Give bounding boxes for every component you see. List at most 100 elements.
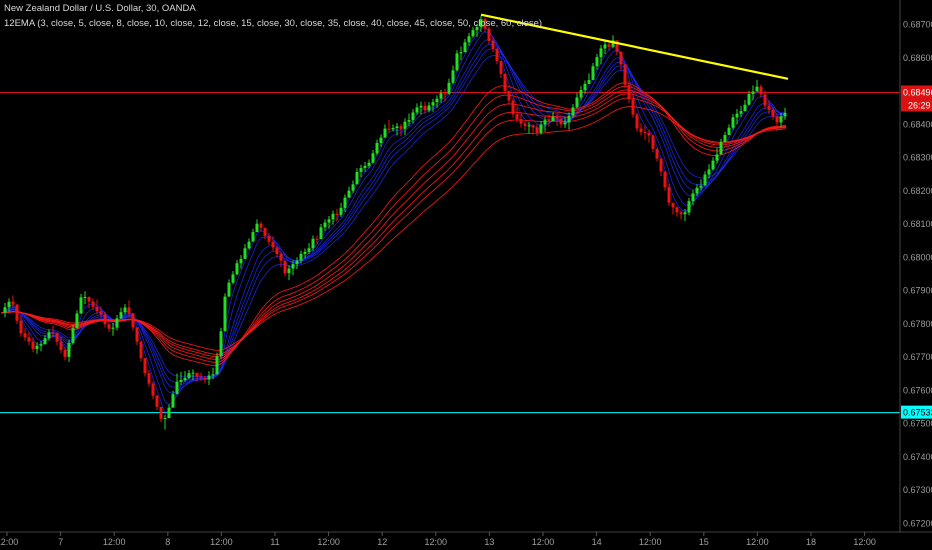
candle-down bbox=[679, 212, 683, 215]
candle-up bbox=[739, 111, 743, 114]
candle-down bbox=[771, 109, 775, 117]
candle-up bbox=[703, 174, 707, 186]
candle-up bbox=[307, 248, 311, 252]
candle-up bbox=[467, 36, 471, 43]
candle-down bbox=[423, 105, 427, 111]
resistance-trendline[interactable] bbox=[480, 13, 789, 80]
x-tick-label: 15 bbox=[699, 537, 709, 547]
candle-down bbox=[495, 48, 499, 61]
candle-down bbox=[759, 86, 763, 95]
current-price-text: 0.68496 bbox=[903, 87, 932, 97]
candle-up bbox=[47, 332, 51, 339]
candle-down bbox=[619, 51, 623, 65]
candle-up bbox=[451, 70, 455, 83]
candle-down bbox=[667, 187, 671, 203]
candle-up bbox=[163, 418, 167, 420]
candle-down bbox=[643, 132, 647, 134]
candle-up bbox=[551, 116, 555, 122]
candle-up bbox=[371, 153, 375, 163]
candle-up bbox=[295, 260, 299, 265]
price-badges: 0.68496 26:29 0.67533 bbox=[901, 85, 932, 419]
candle-down bbox=[635, 114, 639, 129]
candle-down bbox=[623, 64, 627, 85]
candle-down bbox=[335, 213, 339, 215]
candle-down bbox=[547, 120, 551, 122]
candle-up bbox=[243, 248, 247, 259]
candle-up bbox=[251, 232, 255, 242]
candle-up bbox=[343, 197, 347, 208]
candle-up bbox=[211, 374, 215, 376]
x-tick-label: 12:00 bbox=[746, 537, 769, 547]
candle-up bbox=[75, 313, 79, 329]
candle-down bbox=[159, 406, 163, 419]
candle-up bbox=[167, 407, 171, 419]
candle-up bbox=[355, 172, 359, 185]
x-tick-label: 12:00 bbox=[532, 537, 555, 547]
candle-up bbox=[707, 169, 711, 175]
candle-down bbox=[91, 301, 95, 307]
y-tick-label: 0.67200 bbox=[903, 518, 932, 528]
candle-up bbox=[611, 40, 615, 47]
x-tick-label: 12:00 bbox=[425, 537, 448, 547]
candle-up bbox=[779, 116, 783, 123]
time-axis[interactable]: 12:00 7 12:00 8 12:00 11 12:00 12 12:00 13 12:00 14… bbox=[0, 532, 876, 547]
candle-up bbox=[319, 227, 323, 239]
candle-down bbox=[151, 383, 155, 396]
countdown-badge bbox=[901, 98, 932, 112]
candle-up bbox=[347, 190, 351, 198]
candle-up bbox=[179, 379, 183, 382]
candle-down bbox=[31, 341, 35, 349]
candle-up bbox=[427, 105, 431, 111]
indicator-legend[interactable]: 12EMA (3, close, 5, close, 8, close, 10,… bbox=[4, 18, 543, 29]
candle-up bbox=[215, 355, 219, 375]
candle-down bbox=[283, 260, 287, 274]
candle-up bbox=[67, 342, 71, 357]
candle-up bbox=[603, 44, 607, 49]
candle-down bbox=[607, 44, 611, 47]
candle-up bbox=[119, 312, 123, 319]
candle-up bbox=[123, 307, 127, 313]
candle-up bbox=[599, 48, 603, 58]
candle-up bbox=[403, 121, 407, 129]
candle-up bbox=[35, 345, 39, 349]
candle-up bbox=[431, 102, 435, 106]
candle-down bbox=[155, 395, 159, 407]
candle-up bbox=[363, 165, 367, 169]
candle-down bbox=[511, 100, 515, 115]
candle-up bbox=[571, 107, 575, 116]
candle-up bbox=[183, 377, 187, 380]
candle-down bbox=[615, 40, 619, 52]
candle-down bbox=[531, 125, 535, 128]
candle-up bbox=[683, 212, 687, 215]
candle-up bbox=[539, 124, 543, 133]
candle-down bbox=[87, 296, 91, 302]
candle-down bbox=[99, 311, 103, 315]
candle-up bbox=[419, 105, 423, 108]
candle-down bbox=[147, 373, 151, 384]
candle-up bbox=[783, 112, 787, 117]
candle-up bbox=[563, 122, 567, 125]
candle-down bbox=[507, 90, 511, 101]
candle-up bbox=[247, 241, 251, 249]
candle-up bbox=[219, 331, 223, 356]
countdown-text: 26:29 bbox=[908, 100, 931, 110]
candle-up bbox=[171, 394, 175, 408]
candle-up bbox=[439, 93, 443, 99]
candle-up bbox=[227, 282, 231, 297]
candle-up bbox=[379, 137, 383, 144]
candle-up bbox=[311, 238, 315, 249]
candle-up bbox=[79, 297, 83, 314]
candle-up bbox=[731, 117, 735, 128]
candle-up bbox=[475, 27, 479, 31]
candle-up bbox=[223, 296, 227, 332]
x-tick-label: 14 bbox=[592, 537, 602, 547]
candle-down bbox=[195, 372, 199, 377]
x-tick-label: 12:00 bbox=[853, 537, 876, 547]
current-price-badge bbox=[901, 85, 932, 99]
candle-up bbox=[351, 184, 355, 191]
